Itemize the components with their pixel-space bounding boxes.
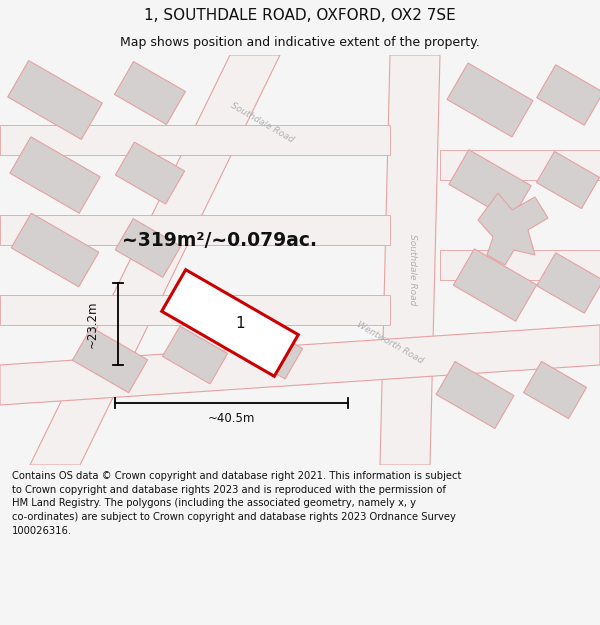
Polygon shape	[238, 321, 302, 379]
Polygon shape	[523, 361, 587, 419]
Polygon shape	[478, 193, 548, 265]
Polygon shape	[73, 328, 148, 392]
Text: Contains OS data © Crown copyright and database right 2021. This information is : Contains OS data © Crown copyright and d…	[12, 471, 461, 536]
Polygon shape	[8, 61, 103, 139]
Polygon shape	[0, 215, 390, 245]
Text: Southdale Road: Southdale Road	[229, 101, 295, 145]
Polygon shape	[0, 325, 600, 405]
Polygon shape	[440, 150, 600, 180]
Polygon shape	[447, 63, 533, 137]
Polygon shape	[115, 142, 185, 204]
Polygon shape	[11, 213, 99, 287]
Polygon shape	[0, 125, 390, 155]
Polygon shape	[536, 151, 599, 209]
Polygon shape	[115, 61, 185, 124]
Polygon shape	[10, 137, 100, 213]
Text: Map shows position and indicative extent of the property.: Map shows position and indicative extent…	[120, 36, 480, 49]
Polygon shape	[454, 249, 536, 321]
Polygon shape	[449, 149, 531, 221]
Polygon shape	[163, 326, 227, 384]
Text: ~319m²/~0.079ac.: ~319m²/~0.079ac.	[122, 231, 317, 249]
Text: ~23.2m: ~23.2m	[86, 300, 98, 348]
Text: Wentworth Road: Wentworth Road	[355, 320, 425, 366]
Text: Southdale Road: Southdale Road	[407, 234, 416, 306]
Polygon shape	[115, 219, 181, 278]
Polygon shape	[380, 55, 440, 465]
Polygon shape	[30, 55, 280, 465]
Polygon shape	[536, 65, 600, 125]
Polygon shape	[0, 295, 390, 325]
Polygon shape	[436, 361, 514, 429]
Text: ~40.5m: ~40.5m	[208, 411, 255, 424]
Polygon shape	[440, 250, 600, 280]
Polygon shape	[536, 253, 600, 313]
Text: 1: 1	[235, 316, 245, 331]
Polygon shape	[162, 270, 298, 376]
Text: 1, SOUTHDALE ROAD, OXFORD, OX2 7SE: 1, SOUTHDALE ROAD, OXFORD, OX2 7SE	[144, 8, 456, 23]
